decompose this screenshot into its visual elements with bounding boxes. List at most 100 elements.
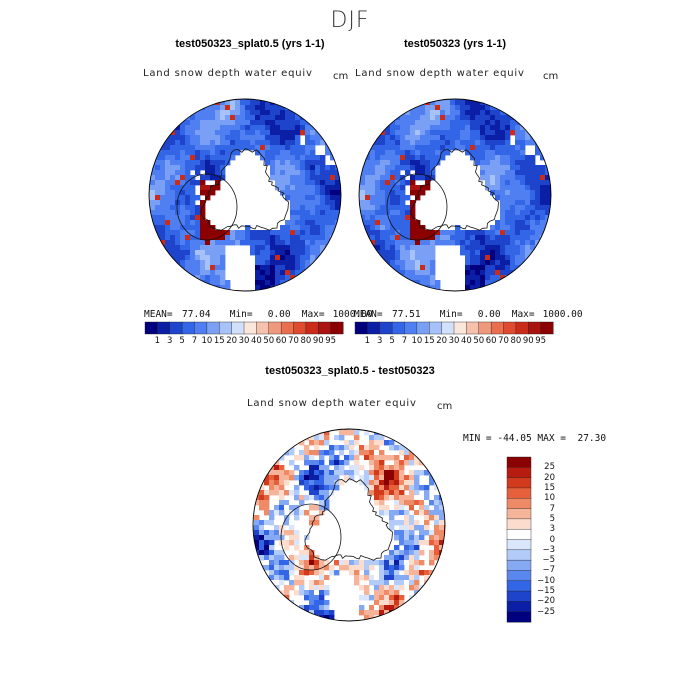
field-cell bbox=[359, 175, 361, 181]
field-cell bbox=[220, 140, 226, 146]
field-cell bbox=[255, 135, 261, 141]
field-cell bbox=[369, 435, 375, 441]
field-cell bbox=[210, 190, 216, 196]
field-cell bbox=[399, 540, 405, 546]
field-cell bbox=[530, 210, 536, 216]
field-cell bbox=[395, 210, 401, 216]
field-cell bbox=[254, 520, 260, 526]
field-cell bbox=[335, 205, 341, 211]
field-cell bbox=[215, 130, 221, 136]
field-cell bbox=[515, 210, 521, 216]
colorbar-tick-label: 7 bbox=[191, 336, 198, 346]
field-cell bbox=[185, 265, 191, 271]
field-cell bbox=[390, 220, 396, 226]
field-cell bbox=[210, 125, 216, 131]
field-cell bbox=[284, 470, 290, 476]
field-cell bbox=[379, 435, 385, 441]
field-cell bbox=[545, 210, 551, 216]
field-cell bbox=[380, 235, 386, 241]
field-cell bbox=[299, 495, 305, 501]
field-cell bbox=[374, 470, 380, 476]
field-cell bbox=[500, 230, 506, 236]
field-cell bbox=[264, 560, 270, 566]
field-cell bbox=[250, 140, 256, 146]
field-cell bbox=[325, 150, 331, 156]
field-cell bbox=[155, 160, 161, 166]
field-cell bbox=[379, 600, 385, 606]
field-cell bbox=[200, 150, 206, 156]
field-cell bbox=[415, 285, 421, 291]
field-cell bbox=[470, 125, 476, 131]
field-cell bbox=[200, 180, 206, 186]
field-cell bbox=[530, 170, 536, 176]
field-cell bbox=[185, 220, 191, 226]
field-cell bbox=[309, 455, 315, 461]
field-cell bbox=[325, 205, 331, 211]
field-cell bbox=[540, 210, 546, 216]
field-cell bbox=[399, 560, 405, 566]
field-cell bbox=[280, 170, 286, 176]
field-cell bbox=[274, 490, 280, 496]
field-cell bbox=[389, 495, 395, 501]
field-cell bbox=[410, 160, 416, 166]
field-cell bbox=[505, 165, 511, 171]
map-boundary bbox=[252, 428, 446, 622]
field-cell bbox=[430, 270, 436, 276]
field-cell bbox=[205, 245, 211, 251]
field-cell bbox=[274, 570, 280, 576]
field-cell bbox=[404, 525, 410, 531]
field-cell bbox=[285, 165, 291, 171]
field-cell bbox=[399, 510, 405, 516]
field-cell bbox=[185, 160, 191, 166]
field-cell bbox=[279, 475, 285, 481]
field-cell bbox=[324, 505, 330, 511]
field-cell bbox=[540, 175, 546, 181]
field-cell bbox=[369, 615, 375, 621]
field-cell bbox=[475, 110, 481, 116]
field-cell bbox=[274, 460, 280, 466]
field-cell bbox=[274, 550, 280, 556]
colorbar-tick-label: 60 bbox=[275, 336, 287, 346]
field-cell bbox=[414, 500, 420, 506]
field-cell bbox=[385, 215, 391, 221]
field-cell bbox=[369, 560, 375, 566]
field-cell bbox=[270, 155, 276, 161]
field-cell bbox=[210, 155, 216, 161]
field-cell bbox=[320, 255, 326, 261]
field-cell bbox=[410, 250, 416, 256]
field-cell bbox=[409, 540, 415, 546]
field-cell bbox=[400, 180, 406, 186]
field-cell bbox=[180, 165, 186, 171]
field-cell bbox=[399, 520, 405, 526]
field-cell bbox=[330, 215, 336, 221]
field-cell bbox=[210, 280, 216, 286]
field-cell bbox=[485, 155, 491, 161]
field-cell bbox=[210, 235, 216, 241]
field-cell bbox=[285, 170, 291, 176]
field-cell bbox=[475, 240, 481, 246]
field-cell bbox=[265, 270, 271, 276]
field-cell bbox=[280, 140, 286, 146]
colorbar-tick-label: −25 bbox=[537, 606, 555, 617]
field-cell bbox=[404, 530, 410, 536]
field-cell bbox=[545, 200, 551, 206]
field-cell bbox=[279, 485, 285, 491]
field-cell bbox=[290, 205, 296, 211]
field-cell bbox=[275, 280, 281, 286]
field-cell bbox=[414, 585, 420, 591]
field-cell bbox=[264, 555, 270, 561]
colorbar-swatch bbox=[506, 528, 532, 541]
field-cell bbox=[500, 170, 506, 176]
field-cell bbox=[395, 180, 401, 186]
field-cell bbox=[150, 205, 156, 211]
field-cell bbox=[405, 165, 411, 171]
field-cell bbox=[380, 250, 386, 256]
field-cell bbox=[379, 565, 385, 571]
field-cell bbox=[530, 255, 536, 261]
field-cell bbox=[314, 470, 320, 476]
field-cell bbox=[294, 490, 300, 496]
field-cell bbox=[415, 185, 421, 191]
field-cell bbox=[415, 115, 421, 121]
field-cell bbox=[240, 145, 246, 151]
field-cell bbox=[195, 105, 201, 111]
